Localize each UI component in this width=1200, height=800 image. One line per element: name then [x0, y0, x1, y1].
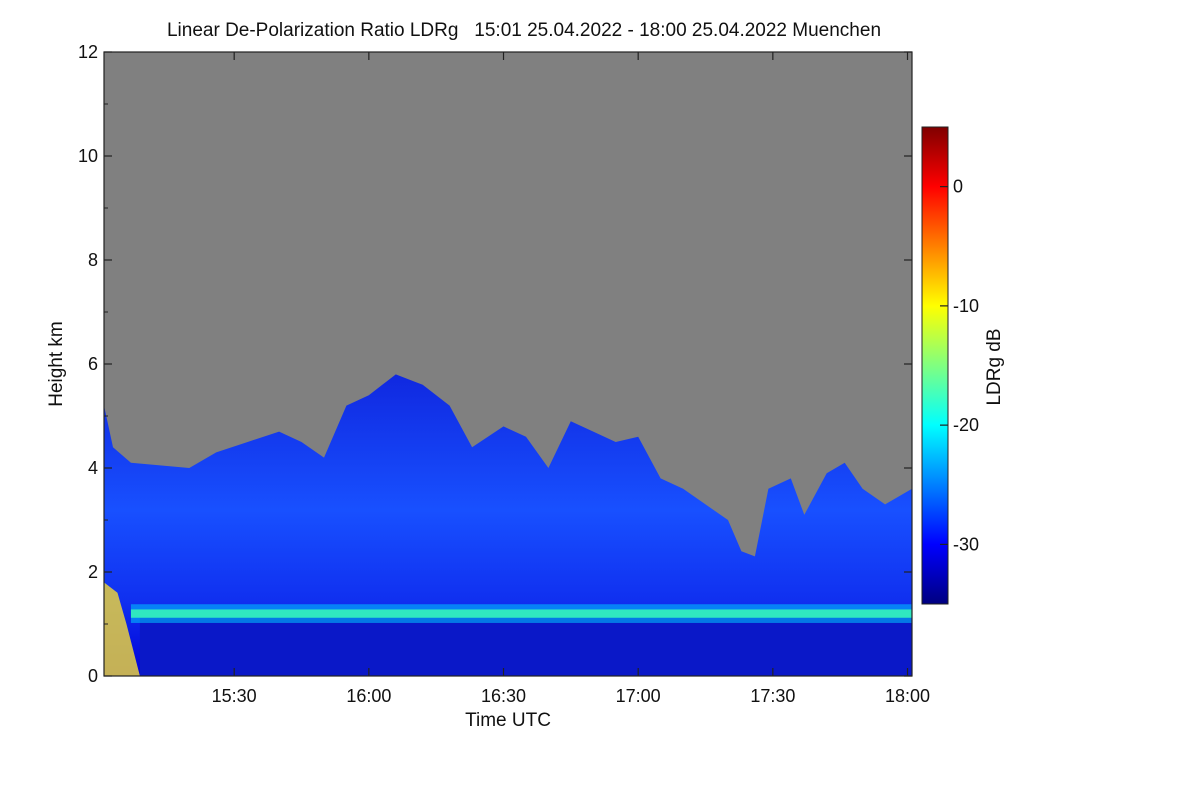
colorbar-label: LDRg dB: [984, 328, 1005, 405]
colorbar-tick-label: -20: [953, 415, 979, 435]
melting-layer-band: [130, 609, 912, 618]
y-axis-title: Height km: [46, 321, 67, 407]
low-cloud-band: [139, 613, 912, 676]
colorbar-tick-label: 0: [953, 177, 963, 197]
colorbar: [921, 126, 949, 605]
x-tick-label: 18:00: [885, 686, 930, 706]
cloud-echo-region: [104, 374, 912, 676]
colorbar-tick-label: -10: [953, 296, 979, 316]
chart-title: Linear De-Polarization Ratio LDRg 15:01 …: [166, 20, 882, 41]
y-tick-label: 8: [88, 250, 98, 270]
x-axis-title: Time UTC: [465, 710, 551, 731]
x-axis: 15:30 16:00 16:30 17:00 17:30 18:00: [212, 52, 930, 706]
y-axis: 0 2 4 6 8 10 12: [78, 42, 912, 686]
y-tick-label: 6: [88, 354, 98, 374]
y-tick-label: 12: [78, 42, 98, 62]
y-tick-label: 4: [88, 458, 98, 478]
y-tick-label: 2: [88, 562, 98, 582]
x-tick-label: 15:30: [212, 686, 257, 706]
x-tick-label: 17:30: [750, 686, 795, 706]
y-tick-label: 0: [88, 666, 98, 686]
colorbar-ticks: 0 -10 -20 -30: [940, 177, 979, 554]
near-ground-clutter: [104, 582, 140, 676]
y-tick-label: 10: [78, 146, 98, 166]
x-tick-label: 17:00: [616, 686, 661, 706]
x-tick-label: 16:00: [346, 686, 391, 706]
x-tick-label: 16:30: [481, 686, 526, 706]
colorbar-tick-label: -30: [953, 534, 979, 554]
